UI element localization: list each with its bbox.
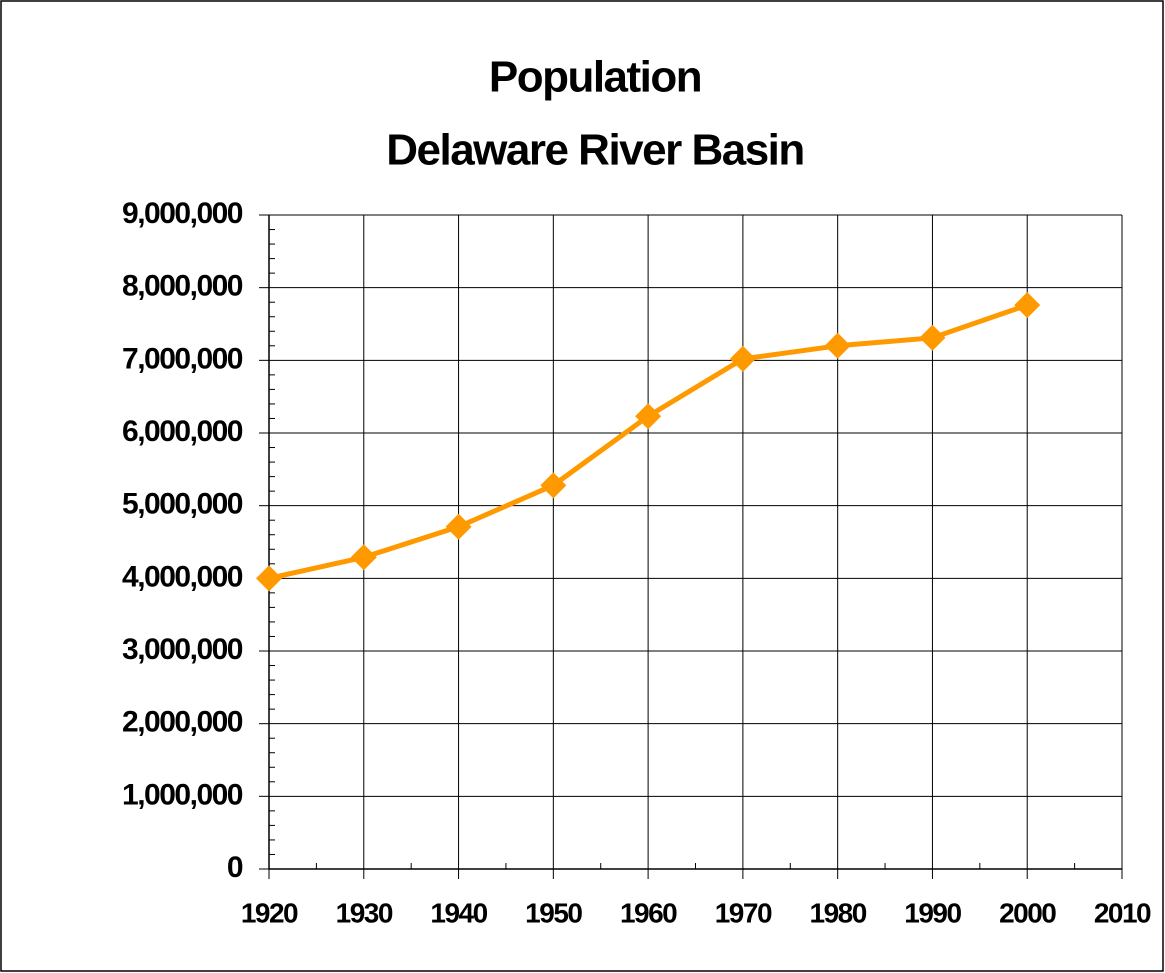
- y-tick-label: 2,000,000: [122, 706, 243, 739]
- x-tick-label: 1960: [620, 897, 677, 928]
- chart-subtitle: Delaware River Basin: [386, 126, 804, 175]
- chart-title: Population: [489, 53, 701, 102]
- marker: [824, 332, 851, 359]
- y-tick-label: 6,000,000: [122, 415, 243, 448]
- x-tick-label: 1930: [336, 897, 393, 928]
- x-tick-label: 1990: [904, 897, 961, 928]
- x-tick-label: 1950: [525, 897, 582, 928]
- x-tick-label: 1940: [430, 897, 487, 928]
- x-tick-label: 1920: [241, 897, 298, 928]
- marker: [256, 565, 282, 592]
- marker: [729, 345, 756, 372]
- x-tick-label: 2000: [999, 897, 1056, 928]
- y-tick-label: 9,000,000: [122, 197, 243, 230]
- x-tick-label: 1980: [810, 897, 867, 928]
- y-tick-label: 4,000,000: [122, 560, 243, 593]
- marker: [919, 324, 946, 351]
- marker: [540, 472, 567, 499]
- y-tick-label: 8,000,000: [122, 270, 243, 303]
- marker: [445, 513, 472, 540]
- x-tick-label: 2010: [1094, 897, 1151, 928]
- marker: [350, 544, 377, 571]
- y-tick-label: 1,000,000: [122, 778, 243, 811]
- y-tick-label: 0: [227, 851, 243, 884]
- y-tick-label: 3,000,000: [122, 633, 243, 666]
- y-tick-label: 5,000,000: [122, 488, 243, 521]
- marker: [635, 403, 662, 430]
- x-tick-label: 1970: [715, 897, 772, 928]
- marker: [1014, 292, 1041, 319]
- y-tick-label: 7,000,000: [122, 342, 243, 375]
